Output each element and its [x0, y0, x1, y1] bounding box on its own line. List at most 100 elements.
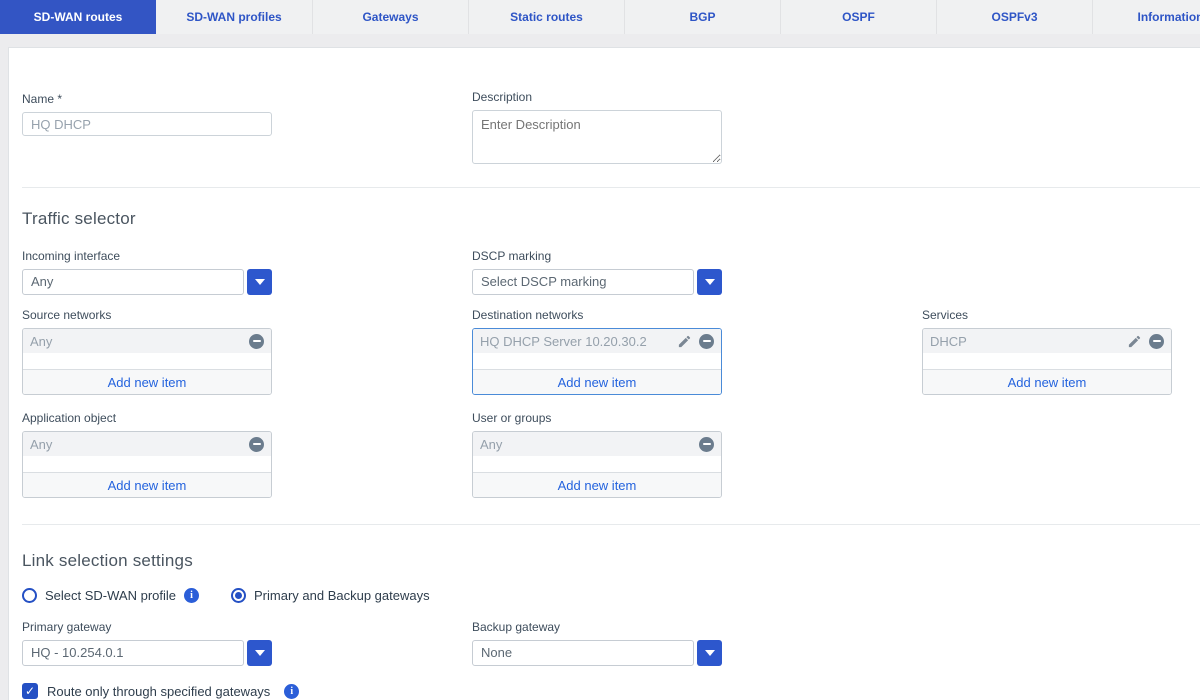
list-spacer: [23, 353, 271, 369]
list-item-text: HQ DHCP Server 10.20.30.2: [480, 333, 647, 349]
user-groups-add-button[interactable]: Add new item: [473, 472, 721, 497]
list-item[interactable]: HQ DHCP Server 10.20.30.2: [473, 329, 721, 353]
incoming-interface-value: Any: [22, 269, 244, 295]
list-spacer: [923, 353, 1171, 369]
tab-static-routes[interactable]: Static routes: [468, 0, 624, 34]
user-groups-label: User or groups: [472, 411, 552, 425]
backup-gateway-label: Backup gateway: [472, 620, 561, 634]
radio-primary-backup-gateways[interactable]: Primary and Backup gateways: [231, 588, 430, 603]
dscp-marking-group: DSCP marking Select DSCP marking: [472, 249, 722, 295]
source-networks-label: Source networks: [22, 308, 112, 322]
primary-gateway-group: Primary gateway HQ - 10.254.0.1: [22, 620, 272, 666]
tab-label: SD-WAN profiles: [186, 10, 282, 24]
tab-bar: SD-WAN routes SD-WAN profiles Gateways S…: [0, 0, 1200, 34]
tab-sd-wan-routes[interactable]: SD-WAN routes: [0, 0, 156, 34]
tab-bgp[interactable]: BGP: [624, 0, 780, 34]
info-icon[interactable]: i: [184, 588, 199, 603]
name-field-group: Name *: [22, 92, 272, 169]
chevron-down-icon: [254, 279, 265, 285]
description-textarea[interactable]: [472, 110, 722, 164]
remove-item-icon[interactable]: [1149, 333, 1164, 349]
list-item-text: Any: [30, 436, 53, 452]
list-item[interactable]: Any: [23, 432, 271, 456]
list-spacer: [473, 353, 721, 369]
incoming-interface-dropdown-button[interactable]: [247, 269, 272, 295]
chevron-down-icon: [254, 650, 265, 656]
chevron-down-icon: [704, 650, 715, 656]
primary-gateway-dropdown-button[interactable]: [247, 640, 272, 666]
dscp-marking-label: DSCP marking: [472, 249, 552, 263]
dscp-marking-select[interactable]: Select DSCP marking: [472, 269, 722, 295]
user-groups-listbox: Any Add new item: [472, 431, 722, 498]
remove-item-icon[interactable]: [249, 333, 264, 349]
primary-gateway-select[interactable]: HQ - 10.254.0.1: [22, 640, 272, 666]
destination-networks-add-button[interactable]: Add new item: [473, 369, 721, 394]
route-only-checkbox-row: ✓ Route only through specified gateways …: [9, 683, 1200, 699]
application-object-label: Application object: [22, 411, 117, 425]
description-field-group: Description: [472, 90, 722, 169]
application-object-group: Application object Any Add new item: [22, 411, 272, 498]
list-item-text: Any: [30, 333, 53, 349]
remove-item-icon[interactable]: [699, 436, 714, 452]
dscp-marking-dropdown-button[interactable]: [697, 269, 722, 295]
services-listbox: DHCP Add new item: [922, 328, 1172, 395]
destination-networks-listbox: HQ DHCP Server 10.20.30.2 Add new item: [472, 328, 722, 395]
tab-information[interactable]: Information: [1092, 0, 1200, 34]
route-only-checkbox[interactable]: ✓: [22, 683, 38, 699]
route-only-label: Route only through specified gateways: [47, 683, 271, 699]
destination-networks-group: Destination networks HQ DHCP Server 10.2…: [472, 308, 722, 395]
backup-gateway-select[interactable]: None: [472, 640, 722, 666]
tabbar-gap: [0, 34, 1200, 47]
tab-label: OSPFv3: [991, 10, 1038, 24]
chevron-down-icon: [704, 279, 715, 285]
tab-label: Gateways: [362, 10, 419, 24]
link-selection-heading: Link selection settings: [22, 551, 193, 570]
section-link-selection: Link selection settings Select SD-WAN pr…: [9, 525, 1200, 699]
tab-label: SD-WAN routes: [33, 10, 123, 24]
services-label: Services: [922, 308, 969, 322]
primary-gateway-value: HQ - 10.254.0.1: [22, 640, 244, 666]
info-icon[interactable]: i: [284, 683, 300, 699]
tab-gateways[interactable]: Gateways: [312, 0, 468, 34]
source-networks-add-button[interactable]: Add new item: [23, 369, 271, 394]
source-networks-listbox: Any Add new item: [22, 328, 272, 395]
traffic-selector-heading: Traffic selector: [22, 209, 136, 228]
source-networks-group: Source networks Any Add new item: [22, 308, 272, 395]
edit-item-icon[interactable]: [677, 334, 692, 349]
section-traffic-selector: Traffic selector Incoming interface Any …: [9, 188, 1200, 524]
destination-networks-label: Destination networks: [472, 308, 584, 322]
section-divider: [22, 524, 1200, 525]
radio-button-icon[interactable]: [231, 588, 246, 603]
list-item[interactable]: DHCP: [923, 329, 1171, 353]
remove-item-icon[interactable]: [249, 436, 264, 452]
remove-item-icon[interactable]: [699, 333, 714, 349]
tab-ospfv3[interactable]: OSPFv3: [936, 0, 1092, 34]
application-object-listbox: Any Add new item: [22, 431, 272, 498]
backup-gateway-dropdown-button[interactable]: [697, 640, 722, 666]
incoming-interface-select[interactable]: Any: [22, 269, 272, 295]
list-item[interactable]: Any: [473, 432, 721, 456]
services-add-button[interactable]: Add new item: [923, 369, 1171, 394]
radio-select-sdwan-profile[interactable]: Select SD-WAN profile i: [22, 588, 199, 603]
tab-ospf[interactable]: OSPF: [780, 0, 936, 34]
dscp-marking-value: Select DSCP marking: [472, 269, 694, 295]
application-object-add-button[interactable]: Add new item: [23, 472, 271, 497]
link-selection-radio-group: Select SD-WAN profile i Primary and Back…: [9, 588, 1200, 603]
edit-item-icon[interactable]: [1127, 334, 1142, 349]
tab-label: BGP: [689, 10, 716, 24]
incoming-interface-group: Incoming interface Any: [22, 249, 272, 295]
section-divider: [22, 187, 1200, 188]
primary-gateway-label: Primary gateway: [22, 620, 112, 634]
list-item-text: DHCP: [930, 333, 967, 349]
tab-label: Static routes: [510, 10, 583, 24]
backup-gateway-group: Backup gateway None: [472, 620, 722, 666]
list-item[interactable]: Any: [23, 329, 271, 353]
radio-button-icon[interactable]: [22, 588, 37, 603]
list-spacer: [473, 456, 721, 472]
tab-sd-wan-profiles[interactable]: SD-WAN profiles: [156, 0, 312, 34]
name-input[interactable]: [22, 112, 272, 136]
radio-label: Primary and Backup gateways: [254, 588, 430, 603]
radio-label: Select SD-WAN profile: [45, 588, 176, 603]
incoming-interface-label: Incoming interface: [22, 249, 121, 263]
tab-label: Information: [1137, 10, 1200, 24]
